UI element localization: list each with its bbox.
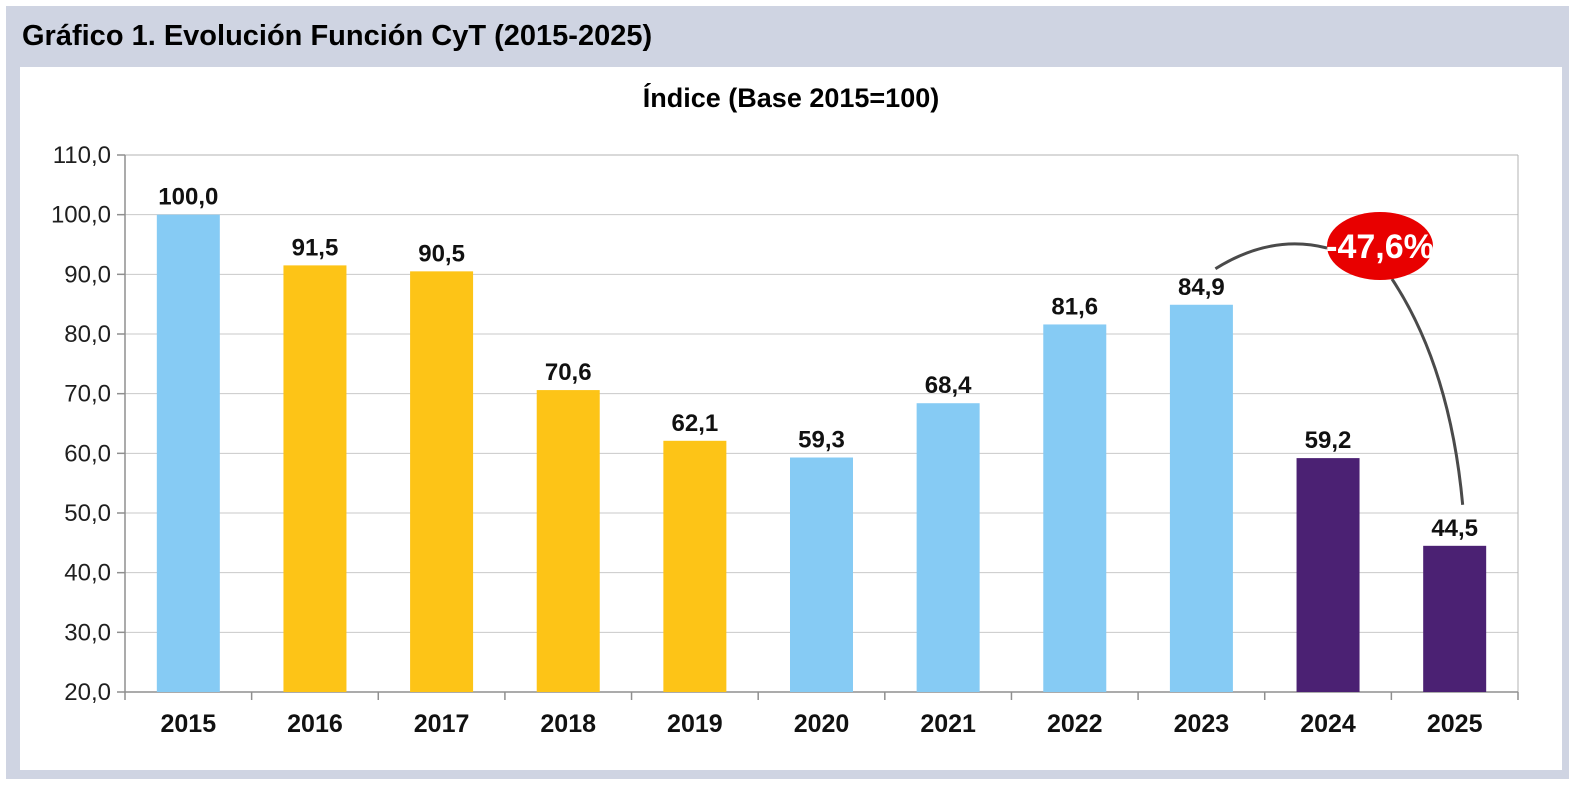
y-axis-label: 90,0: [64, 261, 111, 288]
x-axis-label-2020: 2020: [794, 710, 850, 738]
y-axis-label: 60,0: [64, 440, 111, 467]
x-axis-label-2023: 2023: [1174, 710, 1230, 738]
bar-2017: [410, 271, 474, 692]
chart-title: Índice (Base 2015=100): [642, 83, 940, 113]
chart-panel: Índice (Base 2015=100) 20,0 30,0 40,0 50,0 6…: [20, 67, 1562, 770]
x-axis-label-2022: 2022: [1047, 710, 1103, 738]
bar-2019: [663, 440, 727, 692]
x-axis-label-2016: 2016: [287, 710, 343, 738]
y-axis-label: 40,0: [64, 560, 111, 587]
x-axis-label-2025: 2025: [1427, 710, 1483, 738]
bar-value-label-2024: 59,2: [1305, 427, 1352, 454]
bar-2025: [1423, 545, 1487, 692]
annotation-ellipse: [1327, 212, 1433, 280]
y-axis-label: 80,0: [64, 321, 111, 348]
x-axis-label-2024: 2024: [1300, 710, 1356, 738]
figure-frame: Gráfico 1. Evolución Función CyT (2015-2…: [6, 6, 1569, 779]
bar-value-label-2022: 81,6: [1051, 293, 1098, 320]
x-axis-label-2017: 2017: [414, 710, 470, 738]
bar-value-label-2020: 59,3: [798, 427, 845, 454]
x-axis-label-2021: 2021: [920, 710, 976, 738]
bar-value-label-2019: 62,1: [672, 410, 719, 437]
bar-value-label-2017: 90,5: [418, 240, 465, 267]
y-axis-label: 70,0: [64, 381, 111, 408]
bar-2022: [1043, 324, 1107, 692]
bar-value-label-2016: 91,5: [292, 234, 339, 261]
bar-2015: [156, 214, 220, 692]
bar-value-label-2015: 100,0: [158, 184, 218, 211]
bar-2021: [916, 403, 980, 692]
connector-line-from-2023: [1214, 242, 1328, 271]
bar-value-label-2023: 84,9: [1178, 274, 1225, 301]
bar-2023: [1169, 304, 1233, 692]
x-axis-label-2018: 2018: [540, 710, 596, 738]
figure-title: Gráfico 1. Evolución Función CyT (2015-2…: [22, 20, 653, 52]
x-axis-label-2015: 2015: [161, 710, 217, 738]
bar-value-label-2018: 70,6: [545, 359, 592, 386]
annotation-text: -47,6%: [1326, 228, 1434, 266]
bar-chart: 20,0 30,0 40,0 50,0 60,0 70,0 80,0 90,0 100,0 110…: [51, 142, 1519, 738]
y-axis-label: 30,0: [64, 619, 111, 646]
y-axis-label: 110,0: [53, 142, 111, 169]
bar-2020: [790, 457, 853, 692]
y-axis-label: 100,0: [51, 202, 111, 229]
bar-value-label-2021: 68,4: [925, 372, 972, 399]
bar-value-label-2025: 44,5: [1431, 515, 1478, 542]
x-axis-label-2019: 2019: [667, 710, 723, 738]
y-axis-label: 20,0: [64, 679, 111, 706]
bar-2018: [536, 390, 600, 692]
bar-2024: [1296, 458, 1360, 692]
bar-2016: [283, 265, 347, 692]
connector-line-to-2025: [1390, 278, 1465, 505]
y-axis-label: 50,0: [64, 500, 111, 527]
